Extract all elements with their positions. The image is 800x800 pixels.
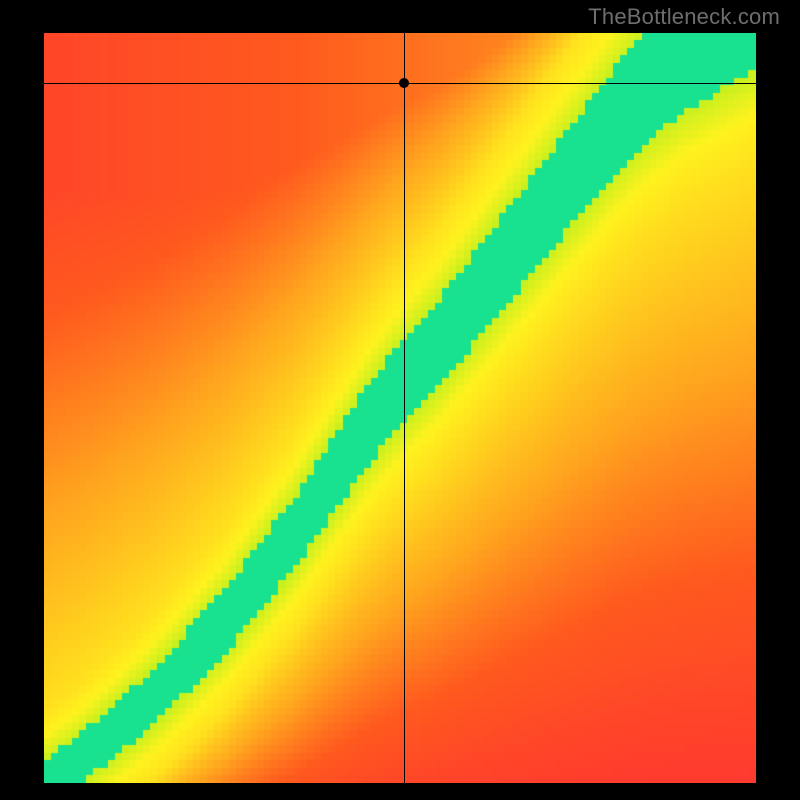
crosshair-marker [399, 78, 409, 88]
heatmap-canvas [44, 33, 756, 783]
crosshair-vertical [404, 33, 405, 783]
bottleneck-heatmap [44, 33, 756, 783]
watermark-text: TheBottleneck.com [588, 4, 780, 30]
